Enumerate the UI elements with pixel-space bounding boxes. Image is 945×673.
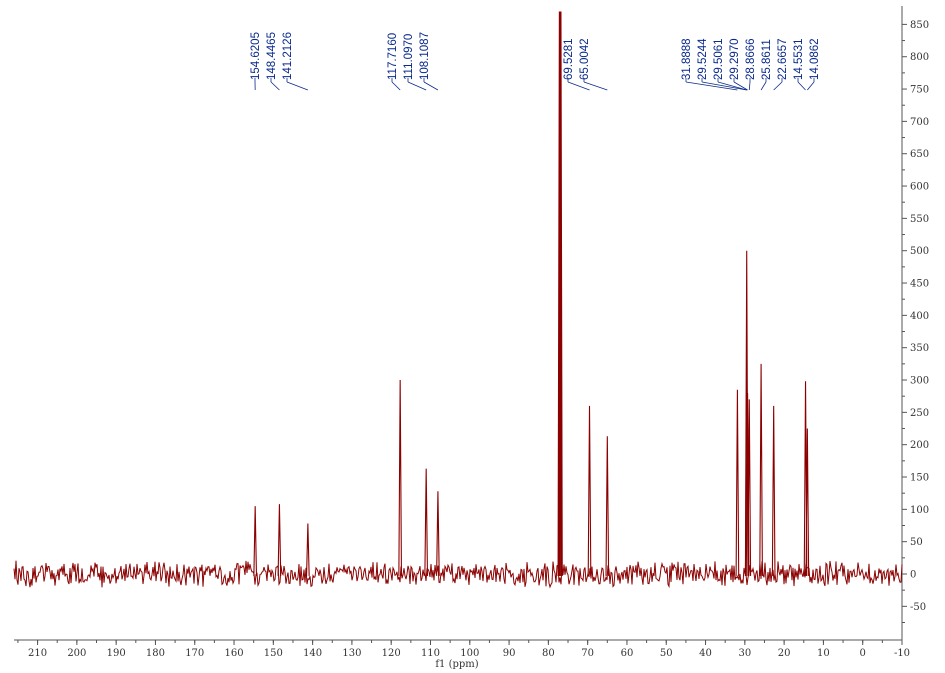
peak-label-leader xyxy=(391,78,401,91)
spectrum-peak xyxy=(771,405,776,576)
x-tick-label: 210 xyxy=(28,648,47,659)
y-tick-label: 400 xyxy=(910,311,929,322)
y-tick-label: 50 xyxy=(910,537,923,548)
x-tick-label: 70 xyxy=(581,648,594,659)
peak-label-leader xyxy=(797,78,806,91)
y-tick-label: 0 xyxy=(910,570,916,581)
x-axis: 210 200 190 180 170 160 150 140 130 120 110 100 90 80… xyxy=(14,639,910,659)
peak-label: 154.6205 xyxy=(250,32,262,80)
x-tick-label: 150 xyxy=(264,648,283,659)
x-tick-label: 10 xyxy=(817,648,830,659)
peak-label-leader xyxy=(423,78,439,91)
x-tick-label: 190 xyxy=(107,648,126,659)
y-tick-label: 600 xyxy=(910,182,929,193)
peak-label-leader xyxy=(717,78,747,91)
peak-label-layer: 154.6205 148.4465 141.2126 117.7160 111.0970… xyxy=(250,32,821,91)
x-tick-label: 60 xyxy=(621,648,634,659)
spectrum-peak xyxy=(747,399,752,576)
spectrum-peak xyxy=(744,347,749,576)
peak-label: 14.0862 xyxy=(809,38,821,80)
spectrum-peak xyxy=(558,11,563,576)
peak-label: 65.0042 xyxy=(579,38,591,80)
y-tick-label: 750 xyxy=(910,85,929,96)
x-tick-label: 40 xyxy=(699,648,712,659)
y-tick-label: 850 xyxy=(910,20,929,31)
spectrum-peak xyxy=(436,491,440,576)
spectrum-peak xyxy=(277,504,282,576)
x-tick-label: 200 xyxy=(67,648,86,659)
spectrum-peak xyxy=(587,405,592,576)
peak-label-leader xyxy=(407,78,427,91)
y-tick-label: 700 xyxy=(910,117,929,128)
y-tick-label: 550 xyxy=(910,214,929,225)
peak-label-leader xyxy=(685,78,738,91)
peak-label: 111.0970 xyxy=(403,34,415,80)
y-axis: -50 0 50 100 150 200 250 300 350 400 450 500 550 600 6… xyxy=(901,6,929,640)
y-tick-label: 650 xyxy=(910,149,929,160)
peak-label: 22.6657 xyxy=(777,38,789,80)
x-tick-label: -10 xyxy=(894,648,910,659)
x-tick-label: 80 xyxy=(542,648,555,659)
x-tick-label: 0 xyxy=(860,648,866,659)
peak-label: 31.8888 xyxy=(681,38,693,80)
x-tick-label: 140 xyxy=(303,648,322,659)
spectrum-peak xyxy=(605,436,610,576)
peak-label-leader xyxy=(270,78,280,91)
y-tick-label: 300 xyxy=(910,376,929,387)
peak-label: 148.4465 xyxy=(266,32,278,80)
peak-label-leader xyxy=(807,78,815,91)
spectrum-peak xyxy=(398,380,403,576)
spectrum-baseline xyxy=(13,560,903,589)
x-tick-label: 100 xyxy=(460,648,479,659)
peak-label: 141.2126 xyxy=(282,32,294,80)
y-tick-label: 450 xyxy=(910,279,929,290)
peak-label-leader xyxy=(733,78,748,91)
spectrum-peak xyxy=(805,428,810,576)
spectrum-peak xyxy=(306,523,310,576)
y-tick-label: 800 xyxy=(910,52,929,63)
x-axis-title: f1 (ppm) xyxy=(435,659,478,670)
x-tick-label: 50 xyxy=(660,648,673,659)
spectrum-peak xyxy=(735,389,740,576)
peak-label-leader xyxy=(748,78,751,91)
x-tick-label: 20 xyxy=(778,648,791,659)
peak-label: 14.5531 xyxy=(793,38,805,80)
peak-label-leader xyxy=(286,78,309,91)
peak-label-leader xyxy=(773,78,783,91)
x-tick-label: 160 xyxy=(224,648,243,659)
x-tick-label: 120 xyxy=(382,648,401,659)
peak-label: 29.5244 xyxy=(697,38,709,80)
spectrum-peak xyxy=(424,468,429,576)
y-tick-label: -50 xyxy=(910,602,926,613)
peak-label-leader xyxy=(701,78,747,91)
spectrum-layer xyxy=(13,11,903,589)
peak-label-leader xyxy=(583,78,608,91)
peak-label: 28.8666 xyxy=(745,38,757,80)
spectrum-peak xyxy=(253,506,258,576)
peak-label: 117.7160 xyxy=(387,33,399,80)
y-tick-label: 350 xyxy=(910,343,929,354)
x-tick-label: 130 xyxy=(342,648,361,659)
peak-label-leader xyxy=(567,78,590,91)
y-tick-label: 200 xyxy=(910,440,929,451)
y-tick-label: 250 xyxy=(910,408,929,419)
x-tick-label: 180 xyxy=(146,648,165,659)
y-tick-label: 100 xyxy=(910,505,929,516)
x-tick-label: 170 xyxy=(185,648,204,659)
peak-label: 69.5281 xyxy=(563,38,575,80)
y-tick-label: 150 xyxy=(910,473,929,484)
y-tick-label: 500 xyxy=(910,246,929,257)
peak-label-leader xyxy=(760,78,767,91)
peak-label: 25.8611 xyxy=(761,39,773,80)
x-tick-label: 90 xyxy=(503,648,516,659)
spectrum-peak xyxy=(759,363,763,576)
peak-label: 29.2970 xyxy=(729,38,741,80)
x-tick-label: 110 xyxy=(421,648,440,659)
peak-label: 108.1087 xyxy=(419,32,431,80)
x-tick-label: 30 xyxy=(738,648,751,659)
peak-label: 29.5061 xyxy=(713,38,725,80)
